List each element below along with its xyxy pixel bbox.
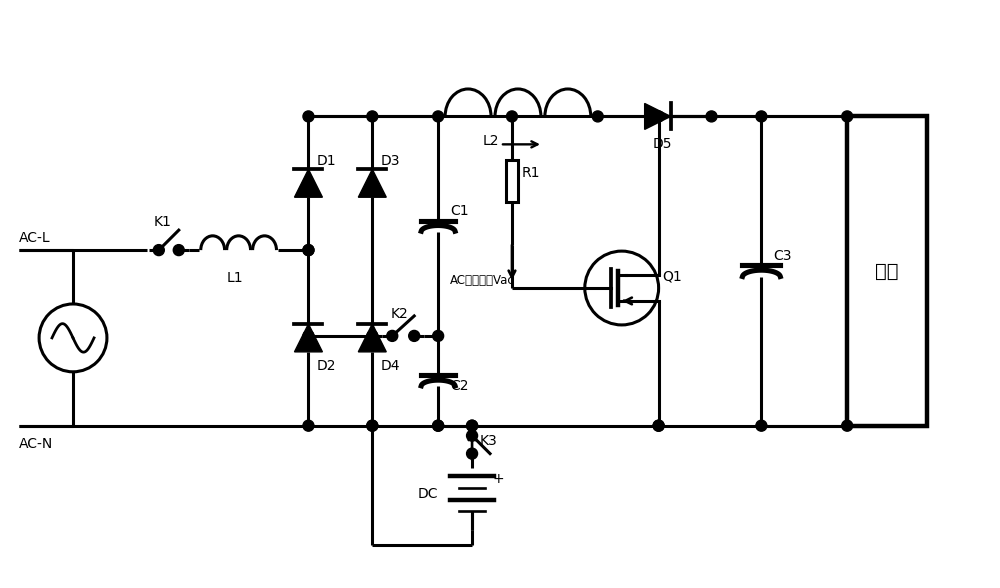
Circle shape <box>367 420 378 431</box>
Text: AC-L: AC-L <box>19 231 51 245</box>
Circle shape <box>367 111 378 122</box>
Text: AC-N: AC-N <box>19 437 53 450</box>
Circle shape <box>387 330 398 342</box>
Circle shape <box>756 111 767 122</box>
Circle shape <box>842 111 853 122</box>
Polygon shape <box>358 169 386 197</box>
Text: C2: C2 <box>450 379 469 393</box>
Text: K1: K1 <box>154 215 172 229</box>
Circle shape <box>433 111 444 122</box>
Circle shape <box>653 420 664 431</box>
Polygon shape <box>645 103 671 129</box>
Circle shape <box>592 111 603 122</box>
Circle shape <box>842 420 853 431</box>
Text: R1: R1 <box>522 166 540 181</box>
Text: D1: D1 <box>316 154 336 168</box>
Text: D4: D4 <box>380 359 400 373</box>
Bar <box>847 116 927 426</box>
Circle shape <box>303 245 314 256</box>
Text: +: + <box>492 472 504 486</box>
Text: 负载: 负载 <box>875 262 899 280</box>
Text: DC: DC <box>417 486 438 500</box>
Circle shape <box>467 420 478 431</box>
Text: C1: C1 <box>450 204 469 218</box>
Polygon shape <box>358 324 386 352</box>
Text: AC电压采样Vac: AC电压采样Vac <box>450 273 515 286</box>
Circle shape <box>367 420 378 431</box>
Text: D3: D3 <box>380 154 400 168</box>
Bar <box>506 161 518 202</box>
Text: L2: L2 <box>483 135 500 148</box>
Text: K3: K3 <box>480 434 498 447</box>
Circle shape <box>367 330 378 342</box>
Circle shape <box>433 420 444 431</box>
Circle shape <box>653 111 664 122</box>
Circle shape <box>467 448 478 459</box>
Circle shape <box>303 245 314 256</box>
Circle shape <box>706 111 717 122</box>
Circle shape <box>653 420 664 431</box>
Circle shape <box>506 111 517 122</box>
Circle shape <box>467 420 478 431</box>
Circle shape <box>153 245 164 256</box>
Text: C3: C3 <box>773 249 792 263</box>
Text: Q1: Q1 <box>663 269 682 283</box>
Circle shape <box>433 330 444 342</box>
Circle shape <box>409 330 420 342</box>
Circle shape <box>467 430 478 441</box>
Text: K2: K2 <box>390 307 408 321</box>
Circle shape <box>433 420 444 431</box>
Polygon shape <box>294 169 322 197</box>
Circle shape <box>303 420 314 431</box>
Text: D2: D2 <box>316 359 336 373</box>
Circle shape <box>303 330 314 342</box>
Circle shape <box>173 245 184 256</box>
Text: D5: D5 <box>653 138 672 151</box>
Circle shape <box>303 111 314 122</box>
Text: L1: L1 <box>227 271 243 285</box>
Polygon shape <box>294 324 322 352</box>
Circle shape <box>756 420 767 431</box>
